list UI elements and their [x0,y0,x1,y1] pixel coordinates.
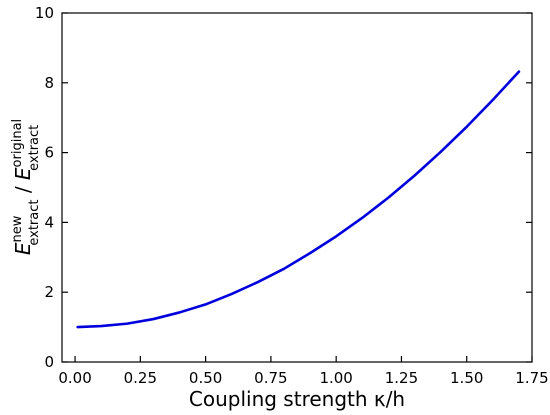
y-label-sup-2: original [10,119,25,168]
y-label-base-1: E [11,242,35,255]
x-tick-label: 0.25 [124,369,157,387]
y-label-base-2: E [11,167,35,180]
y-label-sup-1: new [10,215,25,242]
x-axis-label: Coupling strength κ/h [189,387,405,411]
y-axis-ticks: 0 2 4 6 8 10 [35,4,532,371]
y-tick-label: 10 [35,4,54,22]
y-tick-label: 4 [44,213,54,231]
series-line [76,70,521,329]
y-tick-label: 8 [44,74,54,92]
x-tick-label: 1.25 [385,369,418,387]
y-label-separator: / [11,180,35,199]
x-tick-label: 0.00 [58,369,91,387]
y-axis-label: Enew extract / Eoriginal extract [10,119,42,255]
y-tick-label: 0 [44,353,54,371]
plot-area-frame [61,12,533,363]
y-label-sub-2: extract [27,125,42,171]
y-label-sub-1: extract [27,200,42,246]
x-tick-label: 1.50 [450,369,483,387]
y-tick-label: 2 [44,283,54,301]
x-tick-label: 1.75 [515,369,548,387]
x-tick-label: 0.50 [189,369,222,387]
y-tick-label: 6 [44,144,54,162]
x-axis-ticks: 0.00 0.25 0.50 0.75 1.00 1.25 1.50 1.75 [58,356,549,387]
x-tick-label: 1.00 [319,369,352,387]
x-tick-label: 0.75 [254,369,287,387]
